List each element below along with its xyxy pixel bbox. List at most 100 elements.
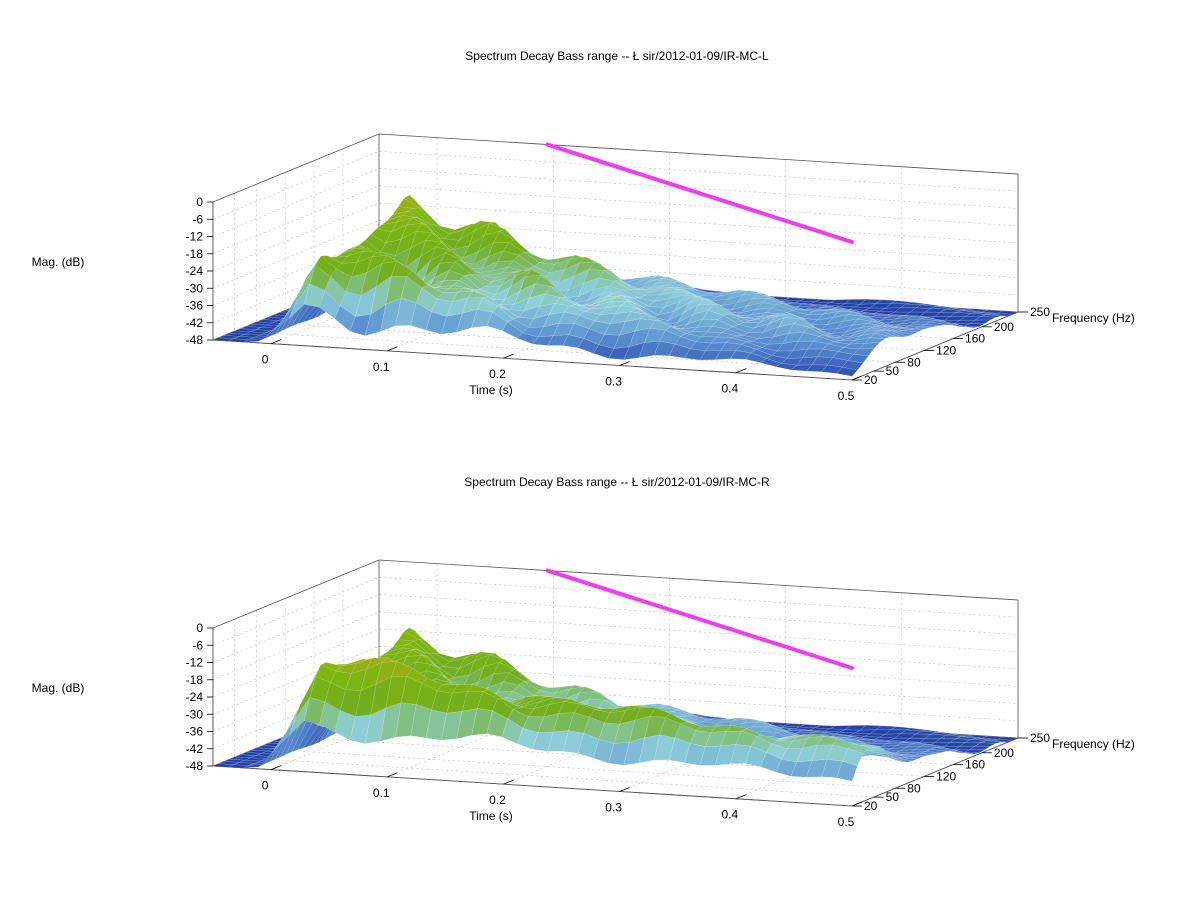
x-gridline [735, 592, 903, 799]
surface-facet [897, 330, 920, 335]
x-gridline [735, 166, 903, 373]
surface-facet [974, 316, 996, 321]
y-gridline [255, 184, 896, 363]
z-tick-label: -42 [186, 316, 204, 330]
y-gridline [234, 193, 874, 372]
z-gridline [212, 202, 1019, 272]
surface-facet [847, 743, 869, 754]
y-gridline [284, 598, 925, 777]
surface-mesh [212, 627, 1019, 782]
surface-facet [842, 748, 864, 767]
chart-panel-left: 0 -6 -12 -18 -24 -30 -36 -42 -48 0 0.1 0.2 0.3 0.4 0.5… [32, 49, 1135, 403]
y-tick-label: 250 [1030, 305, 1050, 319]
x-tick-label: 0.5 [838, 815, 855, 829]
y-tick-label: 20 [864, 373, 878, 387]
y-gridline [313, 586, 954, 765]
z-gridline [212, 628, 1019, 698]
y-axis-label: Frequency (Hz) [1052, 311, 1135, 325]
y-tick-label: 160 [965, 758, 985, 772]
x-tick [851, 801, 863, 807]
y-tick-label: 200 [994, 320, 1014, 334]
y-tick-label: 50 [886, 364, 900, 378]
surface-facet [881, 329, 902, 338]
z-tick-label: -24 [186, 264, 204, 278]
x-tick [619, 361, 630, 366]
surface-facet [897, 757, 919, 762]
z-gridline [212, 185, 1019, 255]
y-axis-label: Frequency (Hz) [1052, 737, 1135, 751]
y-gridline [284, 172, 925, 351]
surface-facet [908, 327, 930, 330]
surface-facet [892, 330, 914, 337]
z-gridline [212, 663, 1019, 732]
y-tick-label: 250 [1030, 731, 1050, 745]
decay-line [545, 142, 854, 244]
z-tick-label: -48 [186, 333, 204, 347]
x-tick-label: 0.3 [605, 800, 622, 814]
x-gridline [387, 570, 554, 778]
surface-facet [980, 740, 1002, 744]
x-tick [503, 353, 514, 359]
z-gridline [212, 219, 1019, 289]
x-tick-label: 0 [262, 353, 269, 367]
z-gridline [212, 168, 1019, 237]
x-tick-label: 0.4 [721, 382, 738, 396]
y-tick-label: 80 [907, 355, 921, 369]
x-gridline [619, 159, 786, 366]
y-gridline [313, 160, 954, 339]
y-gridline [255, 610, 896, 789]
x-tick [270, 339, 282, 345]
surface-facet [925, 321, 947, 326]
surface-facet [925, 748, 947, 753]
z-gridline [212, 237, 1019, 306]
z-gridline [212, 254, 1019, 324]
y-tick-label: 120 [936, 343, 956, 357]
x-tick [270, 765, 282, 771]
surface-facet [968, 746, 991, 751]
y-tick-label: 120 [936, 769, 956, 783]
surface-facet [936, 320, 958, 325]
y-gridline [342, 574, 982, 754]
surface-facet [964, 749, 985, 753]
x-tick-label: 0.2 [489, 793, 506, 807]
x-gridline [270, 563, 438, 770]
surface-facet [980, 314, 1002, 318]
x-gridline [503, 578, 670, 785]
x-tick-label: 0.2 [489, 367, 506, 381]
surface-facet [968, 319, 991, 325]
z-gridline [212, 150, 1019, 220]
y-gridline [234, 619, 874, 798]
y-tick-label: 50 [886, 790, 900, 804]
chart-panel-right: 0 -6 -12 -18 -24 -30 -36 -42 -48 0 0.1 0.2 0.3 0.4 0.5… [32, 475, 1135, 829]
x-tick-label: 0.5 [838, 389, 855, 403]
z-tick-label: -30 [186, 281, 204, 295]
z-tick-label: -18 [186, 247, 204, 261]
surface-facet [836, 366, 858, 377]
x-tick-label: 0.3 [605, 374, 622, 388]
z-gridline [212, 576, 1019, 646]
z-tick-label: 0 [196, 621, 203, 635]
x-gridline [851, 174, 1019, 381]
chart-title: Spectrum Decay Bass range -- Ł sir/2012-… [464, 475, 770, 489]
z-tick-label: -48 [186, 759, 204, 773]
z-tick-label: -12 [186, 230, 204, 244]
z-tick-label: -36 [186, 725, 204, 739]
x-gridline [503, 152, 670, 359]
surface-mesh [212, 194, 1019, 377]
y-tick-label: 200 [994, 746, 1014, 760]
x-gridline [270, 137, 438, 344]
z-tick-label: -12 [186, 656, 204, 670]
z-gridline [212, 645, 1019, 715]
z-gridline [212, 594, 1019, 663]
x-axis-label: Time (s) [469, 383, 513, 397]
z-tick-label: -18 [186, 673, 204, 687]
x-tick [851, 375, 863, 381]
z-tick-label: -24 [186, 690, 204, 704]
x-tick-label: 0.1 [373, 786, 390, 800]
x-tick-label: 0.4 [721, 808, 738, 822]
x-tick [735, 794, 746, 800]
surface-facet [903, 756, 924, 759]
z-tick-label: -6 [192, 638, 203, 652]
z-axis-label: Mag. (dB) [32, 681, 85, 695]
